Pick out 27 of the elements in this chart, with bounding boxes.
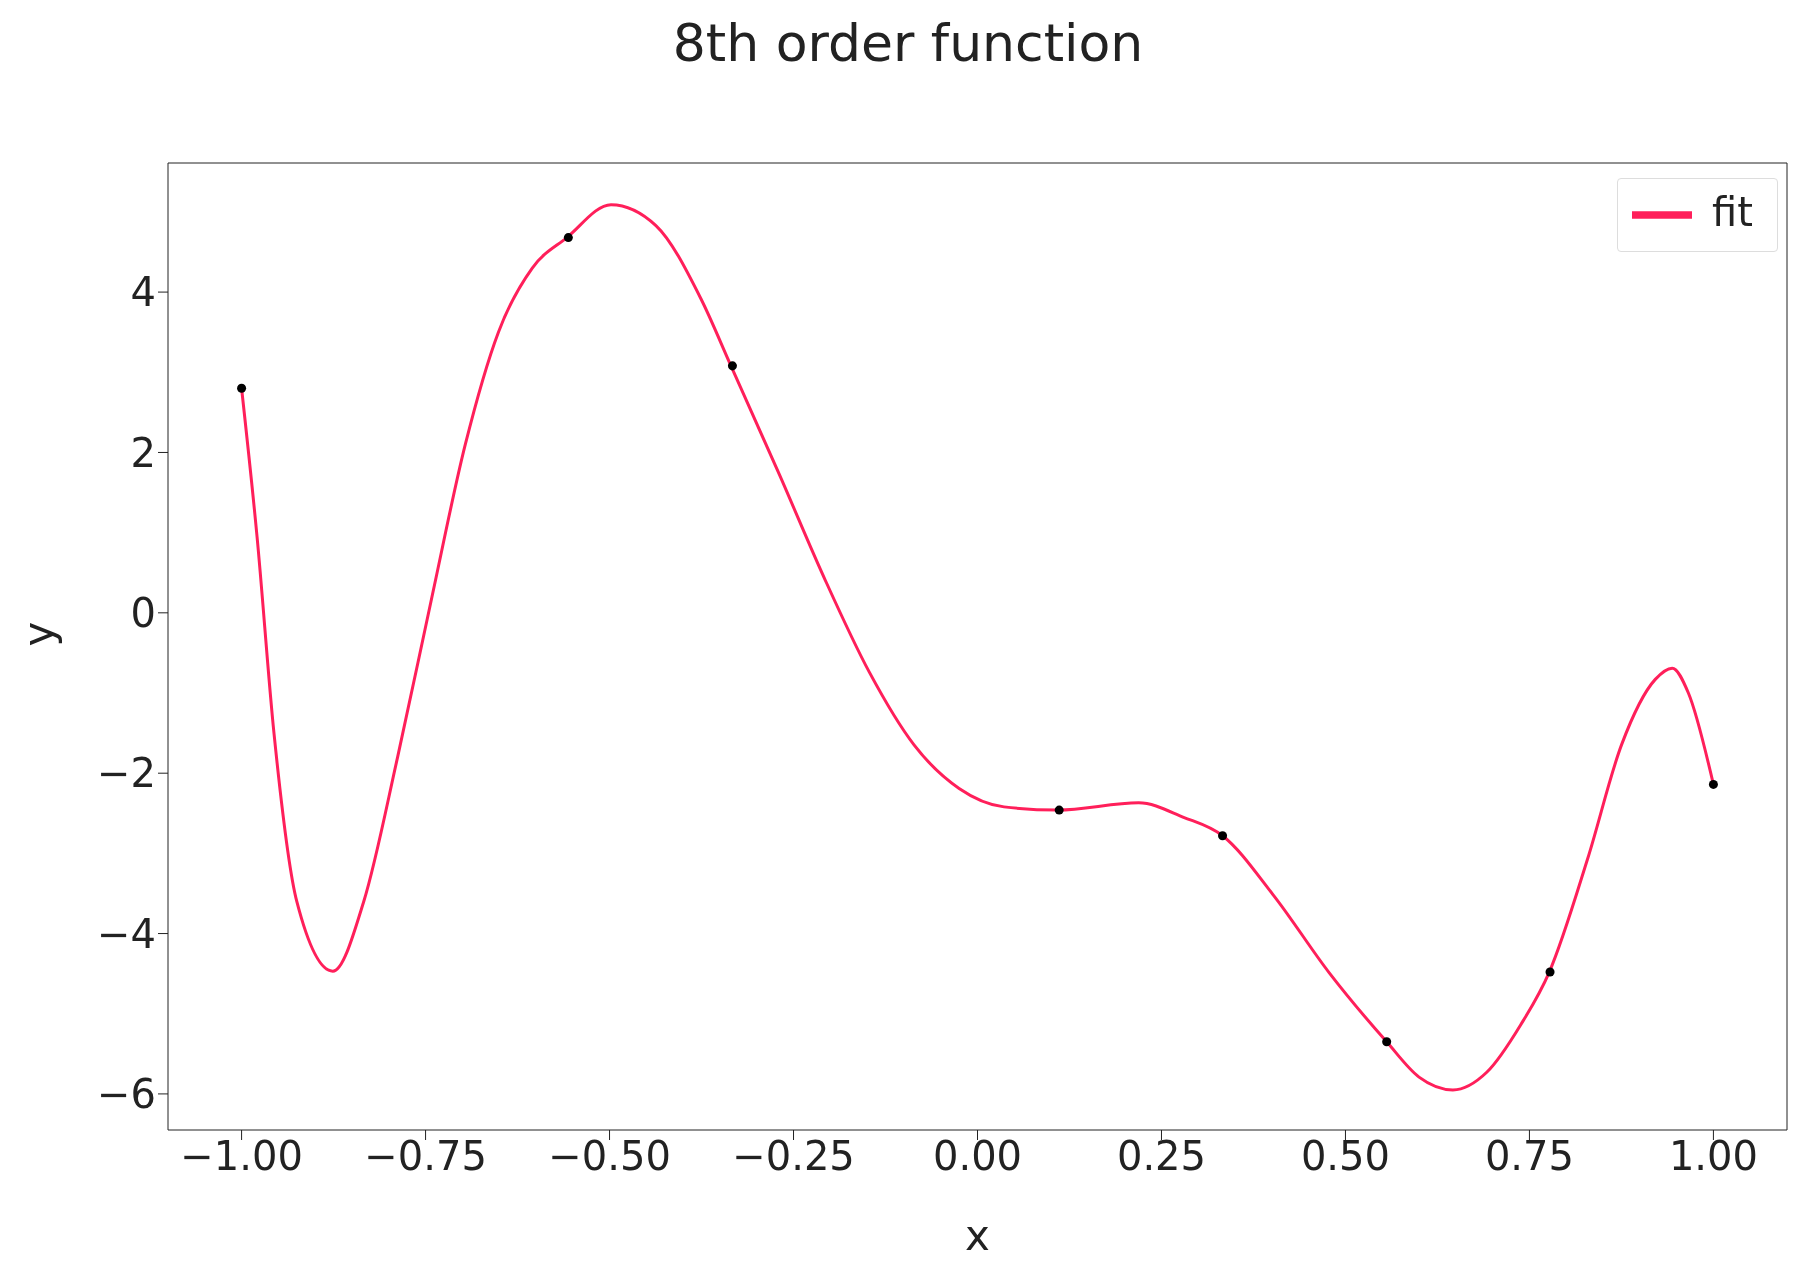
x-tick-label: −0.75 xyxy=(364,1133,487,1180)
point xyxy=(1218,831,1228,841)
y-axis-title: y xyxy=(13,621,63,647)
x-tick-label: −0.25 xyxy=(732,1133,855,1180)
point xyxy=(1545,967,1555,977)
point xyxy=(727,361,737,371)
y-tick-label: 0 xyxy=(130,590,156,637)
x-tick-label: 0.25 xyxy=(1116,1133,1207,1180)
point xyxy=(563,233,573,243)
y-tick-label: −6 xyxy=(97,1071,156,1118)
point xyxy=(1708,779,1718,789)
chart-title: 8th order function xyxy=(671,12,1145,75)
point xyxy=(237,383,247,393)
x-axis-title: x xyxy=(965,1211,990,1260)
y-tick-label: 2 xyxy=(130,429,156,476)
y-tick-label: −2 xyxy=(97,750,156,797)
x-tick-label: −1.00 xyxy=(180,1133,303,1180)
point xyxy=(1054,805,1064,815)
y-tick-label: 4 xyxy=(130,269,156,316)
x-tick-label: 0.75 xyxy=(1484,1133,1574,1180)
x-tick-label: 0.50 xyxy=(1300,1133,1390,1180)
x-tick-label: 1.00 xyxy=(1668,1133,1758,1180)
y-tick-label: −4 xyxy=(97,910,156,957)
x-tick-label: −0.50 xyxy=(548,1133,671,1180)
legend-label: fit xyxy=(1712,189,1753,235)
x-tick-label: 0.00 xyxy=(932,1133,1023,1180)
point xyxy=(1382,1037,1392,1047)
